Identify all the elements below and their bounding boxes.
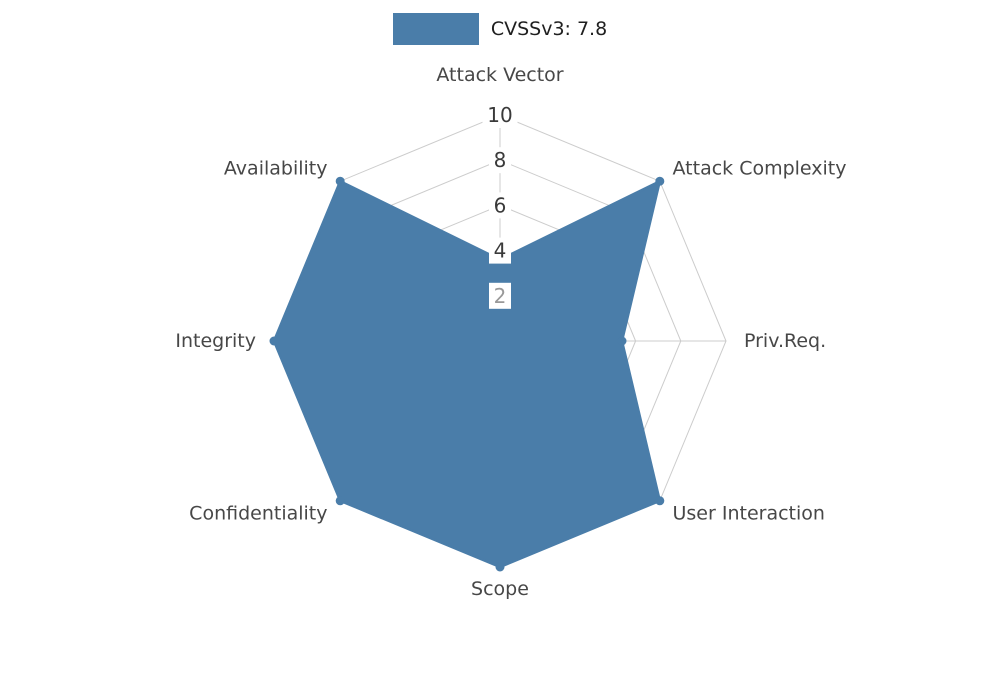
axis-label: Scope [471, 578, 529, 600]
axis-label: Attack Complexity [673, 158, 847, 180]
tick-label-box [489, 192, 511, 219]
axis-label: User Interaction [673, 503, 825, 525]
axis-label: Availability [224, 158, 328, 180]
data-point-marker [617, 336, 627, 346]
tick-label: 10 [487, 103, 512, 127]
axis-label: Priv.Req. [744, 330, 826, 352]
tick-label-box [489, 147, 511, 174]
tick-label: 6 [494, 193, 507, 217]
tick-label: 2 [494, 284, 507, 308]
axis-label: Attack Vector [436, 64, 563, 86]
data-point-marker [269, 336, 279, 346]
tick-label-box [489, 237, 511, 264]
data-point-marker [495, 562, 505, 572]
data-polygon [272, 179, 662, 569]
tick-label-box [489, 282, 511, 309]
tick-label-box [482, 102, 518, 128]
data-point-marker [655, 496, 665, 506]
data-point-marker [655, 176, 665, 186]
data-point-marker [335, 176, 345, 186]
tick-label: 4 [494, 239, 507, 263]
data-point-marker [335, 496, 345, 506]
tick-label: 8 [494, 148, 507, 172]
axis-label: Confidentiality [189, 503, 327, 525]
axis-label: Integrity [175, 330, 256, 352]
